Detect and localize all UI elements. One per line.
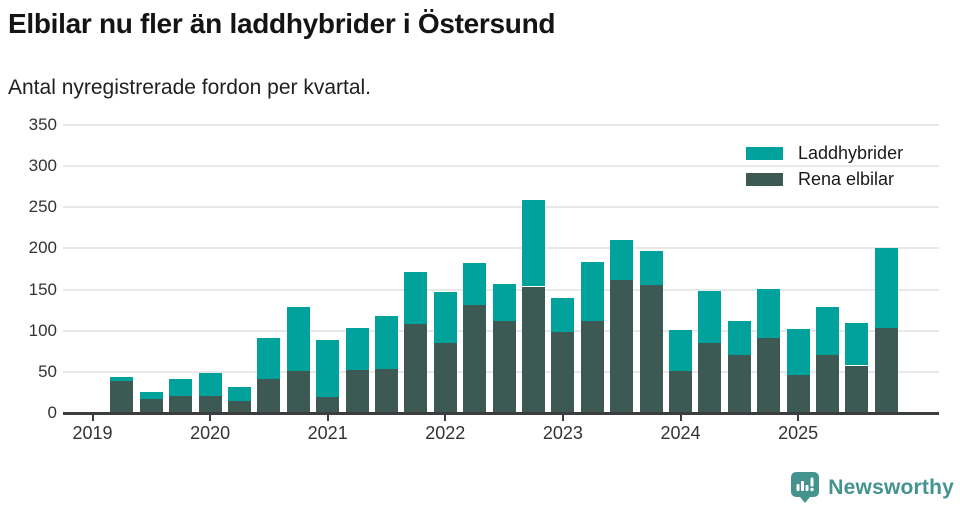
x-axis-label: 2025 bbox=[778, 423, 819, 443]
bar-segment-laddhybrider 2022 Q3 bbox=[492, 284, 516, 321]
bar-segment-laddhybrider 2020 Q1 bbox=[198, 372, 222, 396]
bar-segment-laddhybrider 2020 Q2 bbox=[228, 386, 251, 401]
bar-segment-laddhybrider 2021 Q2 bbox=[345, 327, 369, 370]
bar-segment-rena-elbilar 2019 Q2 bbox=[110, 381, 134, 415]
y-axis-label: 250 bbox=[28, 197, 57, 217]
bar-segment-rena-elbilar 2025 Q4 bbox=[874, 328, 898, 415]
newsworthy-logo: Newsworthy bbox=[791, 472, 954, 503]
x-axis-label: 2020 bbox=[190, 423, 231, 443]
bar-segment-rena-elbilar 2019 Q3 bbox=[139, 399, 163, 415]
y-axis-label: 350 bbox=[28, 115, 57, 134]
bar-segment-rena-elbilar 2024 Q2 bbox=[698, 343, 722, 415]
bar-segment-laddhybrider 2025 Q4 bbox=[874, 247, 898, 329]
bar-segment-laddhybrider 2021 Q3 bbox=[375, 316, 398, 369]
bar-segment-rena-elbilar 2022 Q4 bbox=[522, 286, 545, 415]
bar-segment-rena-elbilar 2022 Q1 bbox=[433, 343, 457, 415]
newsworthy-logo-icon bbox=[791, 472, 820, 503]
page-title: Elbilar nu fler än laddhybrider i Östers… bbox=[8, 8, 556, 39]
bar-segment-rena-elbilar 2024 Q3 bbox=[727, 354, 751, 415]
x-axis-label: 2019 bbox=[72, 423, 113, 443]
bar-segment-rena-elbilar 2024 Q4 bbox=[757, 338, 781, 415]
bar-segment-laddhybrider 2023 Q3 bbox=[610, 240, 634, 280]
bar-segment-rena-elbilar 2022 Q2 bbox=[463, 305, 487, 415]
bar-segment-laddhybrider 2019 Q3 bbox=[139, 391, 163, 400]
gridline bbox=[63, 247, 939, 250]
bar-segment-laddhybrider 2022 Q1 bbox=[433, 292, 457, 344]
bar-segment-laddhybrider 2019 Q4 bbox=[169, 378, 193, 396]
legend: Laddhybrider Rena elbilar bbox=[740, 140, 903, 192]
legend-item-rena-elbilar: Rena elbilar bbox=[740, 166, 903, 192]
x-axis-tick bbox=[326, 415, 329, 421]
bar-segment-rena-elbilar 2020 Q4 bbox=[286, 371, 310, 415]
legend-item-laddhybrider: Laddhybrider bbox=[740, 140, 903, 166]
bar-segment-laddhybrider 2020 Q3 bbox=[257, 338, 281, 380]
bar-segment-laddhybrider 2022 Q2 bbox=[463, 263, 487, 306]
x-axis-tick bbox=[679, 415, 682, 421]
bar-segment-laddhybrider 2023 Q1 bbox=[551, 298, 575, 332]
x-axis-tick bbox=[209, 415, 212, 421]
bar-segment-laddhybrider 2024 Q1 bbox=[669, 330, 692, 372]
bar-segment-rena-elbilar 2023 Q1 bbox=[551, 331, 575, 415]
legend-swatch-rena-elbilar bbox=[746, 172, 783, 186]
y-axis-label: 300 bbox=[28, 156, 57, 176]
bar-segment-laddhybrider 2022 Q4 bbox=[522, 200, 545, 287]
bar-segment-rena-elbilar 2023 Q4 bbox=[639, 284, 663, 415]
bar-segment-rena-elbilar 2021 Q1 bbox=[316, 396, 340, 415]
bar-segment-rena-elbilar 2020 Q2 bbox=[228, 400, 251, 415]
legend-swatch-laddhybrider bbox=[746, 146, 783, 160]
gridline bbox=[63, 165, 939, 168]
bar-segment-rena-elbilar 2021 Q3 bbox=[375, 368, 398, 415]
bar-segment-rena-elbilar 2025 Q1 bbox=[786, 375, 810, 415]
x-axis-label: 2024 bbox=[660, 423, 701, 443]
bar-segment-rena-elbilar 2020 Q1 bbox=[198, 395, 222, 415]
bar-segment-rena-elbilar 2022 Q3 bbox=[492, 321, 516, 415]
bar-segment-laddhybrider 2024 Q2 bbox=[698, 291, 722, 344]
y-axis-label: 0 bbox=[47, 403, 57, 422]
bar-segment-rena-elbilar 2025 Q3 bbox=[845, 365, 869, 415]
bar-segment-laddhybrider 2020 Q4 bbox=[286, 307, 310, 372]
bar-segment-rena-elbilar 2019 Q4 bbox=[169, 395, 193, 415]
x-axis-tick bbox=[561, 415, 564, 421]
x-axis-tick bbox=[91, 415, 94, 421]
y-axis-label: 100 bbox=[28, 320, 57, 340]
bar-segment-laddhybrider 2025 Q3 bbox=[845, 322, 869, 366]
bar-segment-laddhybrider 2025 Q2 bbox=[816, 307, 839, 355]
y-axis-label: 200 bbox=[28, 238, 57, 258]
bar-segment-laddhybrider 2023 Q2 bbox=[580, 261, 604, 321]
x-axis-label: 2022 bbox=[425, 423, 466, 443]
legend-label: Laddhybrider bbox=[798, 142, 904, 163]
page-subtitle: Antal nyregistrerade fordon per kvartal. bbox=[8, 76, 372, 99]
bar-segment-rena-elbilar 2021 Q2 bbox=[345, 369, 369, 415]
bar-segment-laddhybrider 2021 Q1 bbox=[316, 339, 340, 397]
gridline bbox=[63, 124, 939, 126]
bar-segment-rena-elbilar 2025 Q2 bbox=[816, 354, 839, 415]
y-axis-label: 50 bbox=[38, 361, 57, 381]
x-axis-tick bbox=[444, 415, 447, 421]
bar-segment-laddhybrider 2021 Q4 bbox=[404, 271, 428, 325]
bar-segment-laddhybrider 2024 Q4 bbox=[757, 288, 781, 339]
bar-segment-laddhybrider 2023 Q4 bbox=[639, 251, 663, 285]
x-axis-tick bbox=[797, 415, 800, 421]
bar-segment-rena-elbilar 2020 Q3 bbox=[257, 379, 281, 415]
bar-segment-rena-elbilar 2023 Q3 bbox=[610, 279, 634, 415]
x-axis-line bbox=[63, 412, 939, 415]
bar-segment-laddhybrider 2019 Q2 bbox=[110, 377, 134, 382]
x-axis-label: 2021 bbox=[307, 423, 348, 443]
bar-segment-rena-elbilar 2024 Q1 bbox=[669, 371, 692, 415]
gridline bbox=[63, 206, 939, 209]
bar-segment-laddhybrider 2025 Q1 bbox=[786, 329, 810, 376]
x-axis-label: 2023 bbox=[542, 423, 583, 443]
legend-label: Rena elbilar bbox=[798, 168, 895, 189]
newsworthy-brand-text: Newsworthy bbox=[828, 475, 954, 499]
bar-segment-rena-elbilar 2021 Q4 bbox=[404, 324, 428, 415]
bar-segment-rena-elbilar 2023 Q2 bbox=[580, 321, 604, 415]
y-axis-label: 150 bbox=[28, 279, 57, 299]
bar-segment-laddhybrider 2024 Q3 bbox=[727, 321, 751, 355]
